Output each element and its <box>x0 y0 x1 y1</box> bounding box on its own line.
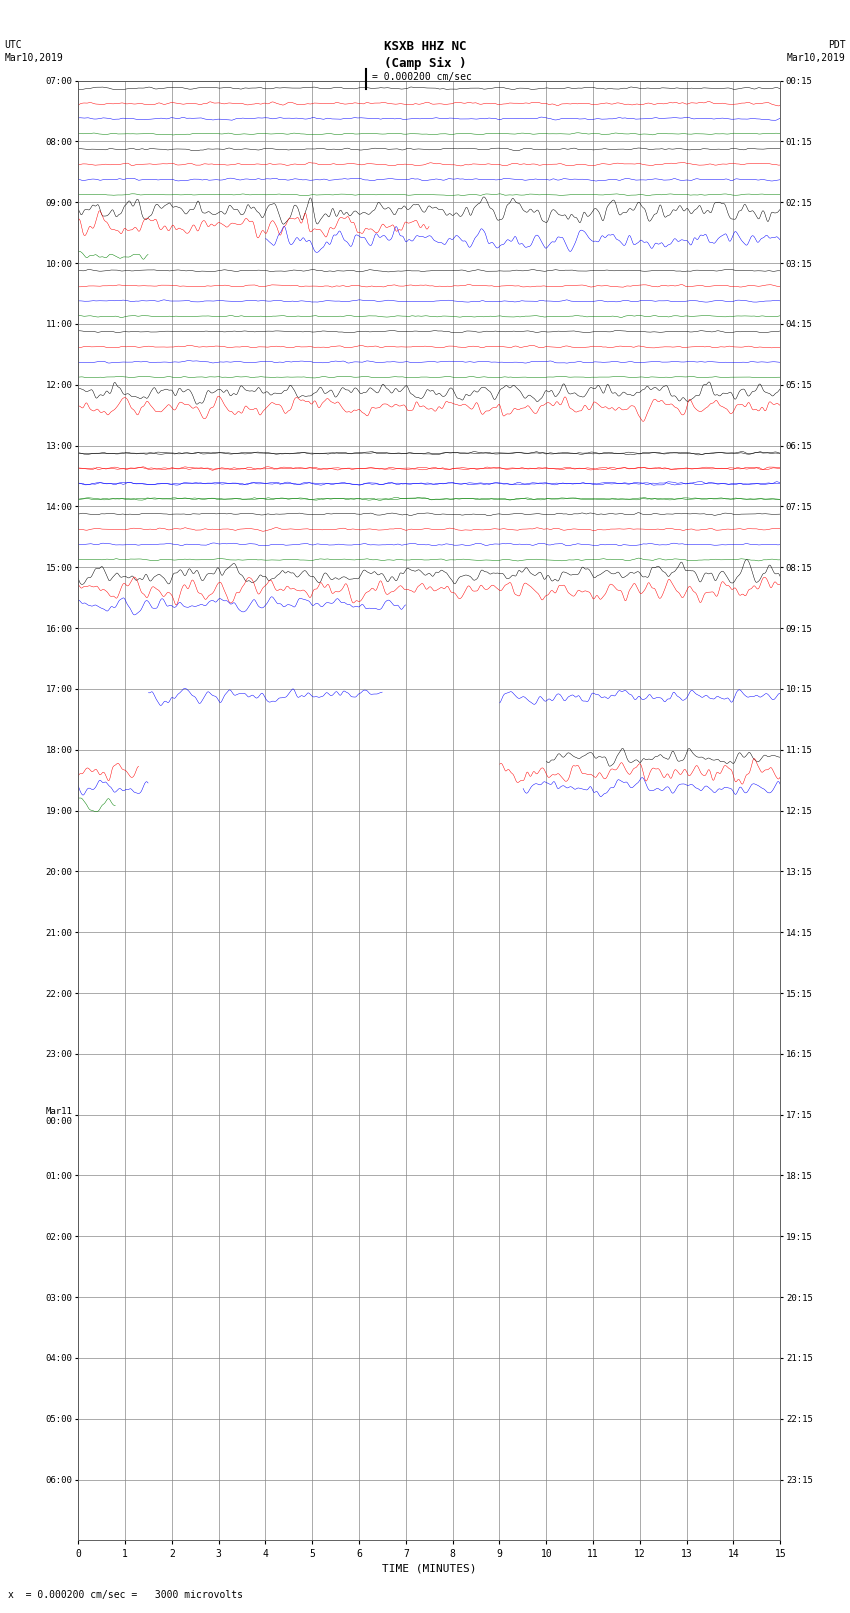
Text: Mar10,2019: Mar10,2019 <box>787 53 846 63</box>
Text: = 0.000200 cm/sec: = 0.000200 cm/sec <box>372 73 473 82</box>
X-axis label: TIME (MINUTES): TIME (MINUTES) <box>382 1563 477 1574</box>
Text: Mar10,2019: Mar10,2019 <box>4 53 63 63</box>
Text: UTC: UTC <box>4 40 22 50</box>
Text: KSXB HHZ NC: KSXB HHZ NC <box>383 40 467 53</box>
Text: PDT: PDT <box>828 40 846 50</box>
Text: x  = 0.000200 cm/sec =   3000 microvolts: x = 0.000200 cm/sec = 3000 microvolts <box>8 1590 243 1600</box>
Text: (Camp Six ): (Camp Six ) <box>383 56 467 69</box>
